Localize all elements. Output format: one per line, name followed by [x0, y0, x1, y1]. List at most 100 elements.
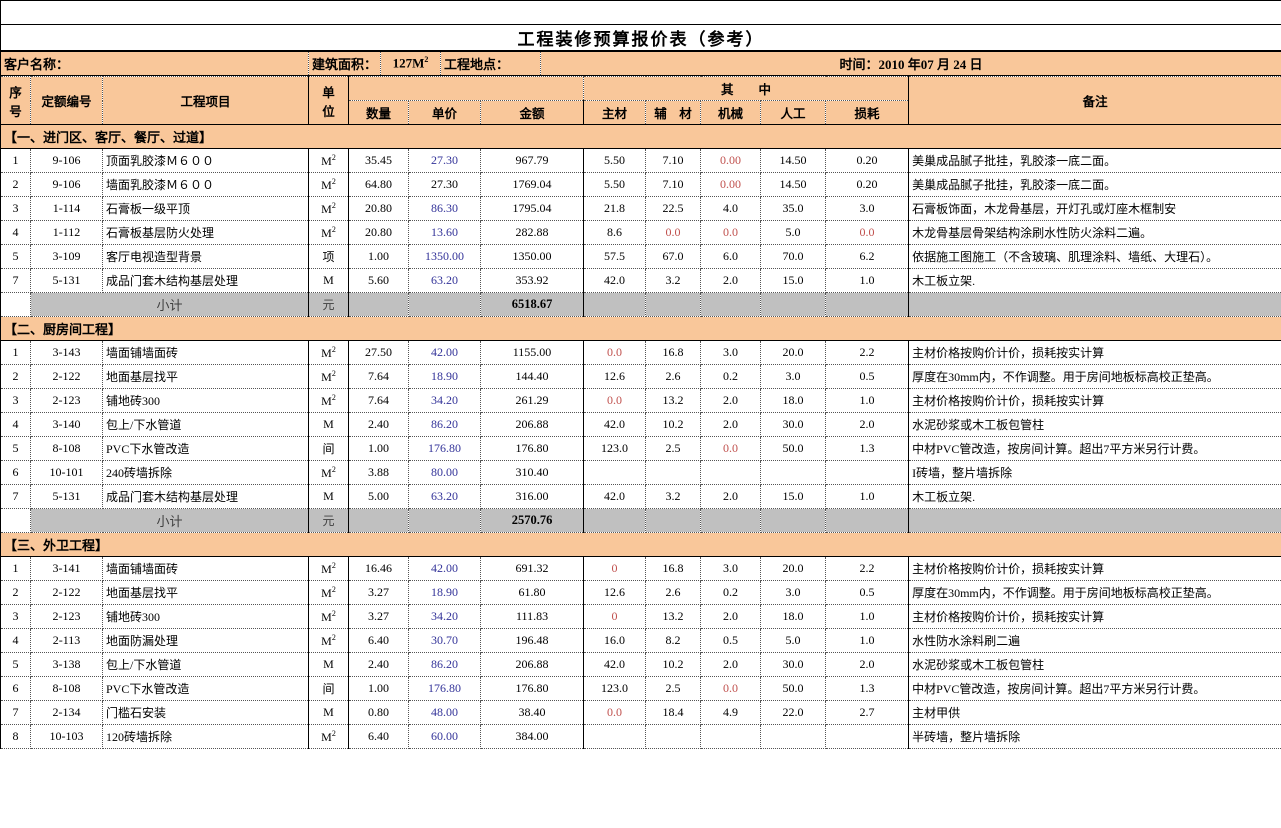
cell-remark[interactable]: 水泥砂浆或木工板包管柱 — [908, 412, 1281, 437]
cell-machine[interactable]: 0.2 — [700, 364, 762, 389]
cell-price[interactable]: 27.30 — [408, 172, 481, 197]
cell-remark[interactable]: 厚度在30mm内，不作调整。用于房间地板标高校正垫高。 — [908, 580, 1281, 605]
cell-aux-material[interactable]: 2.5 — [645, 676, 702, 701]
cell-labor[interactable]: 5.0 — [760, 628, 827, 653]
cell-machine[interactable]: 2.0 — [700, 268, 762, 293]
cell-amount[interactable]: 176.80 — [479, 676, 585, 701]
cell-qty[interactable]: 5.00 — [348, 484, 409, 509]
cell-amount[interactable]: 691.32 — [479, 556, 585, 581]
cell-unit[interactable]: M2 — [308, 196, 349, 221]
cell-aux-material[interactable]: 18.4 — [645, 700, 702, 725]
cell-labor[interactable]: 20.0 — [760, 556, 827, 581]
cell-labor[interactable]: 22.0 — [760, 700, 827, 725]
cell-project[interactable]: 包上/下水管道 — [102, 652, 309, 677]
cell-amount[interactable]: 310.40 — [479, 460, 585, 485]
cell-price[interactable]: 18.90 — [408, 364, 481, 389]
cell-project[interactable]: 客厅电视造型背景 — [102, 244, 309, 269]
cell-machine[interactable]: 4.0 — [700, 196, 762, 221]
cell-price[interactable]: 18.90 — [408, 580, 481, 605]
cell-price[interactable]: 63.20 — [408, 268, 481, 293]
cell-remark[interactable]: 依据施工图施工（不含玻璃、肌理涂料、墙纸、大理石）。 — [908, 244, 1281, 269]
cell-labor[interactable]: 18.0 — [760, 604, 827, 629]
cell-code[interactable]: 5-131 — [30, 268, 103, 293]
cell-loss[interactable]: 0.20 — [825, 148, 910, 173]
cell-unit[interactable]: M2 — [308, 340, 349, 365]
cell-code[interactable]: 2-122 — [30, 580, 103, 605]
cell-seq[interactable]: 8 — [0, 724, 31, 749]
cell-unit[interactable]: M2 — [308, 460, 349, 485]
cell-amount[interactable]: 282.88 — [479, 220, 585, 245]
cell-labor[interactable]: 30.0 — [760, 652, 827, 677]
cell-loss[interactable]: 1.0 — [825, 604, 910, 629]
cell-machine[interactable] — [700, 460, 762, 485]
cell-qty[interactable]: 6.40 — [348, 724, 409, 749]
cell-code[interactable]: 2-123 — [30, 388, 103, 413]
cell-project[interactable]: PVC下水管改造 — [102, 436, 309, 461]
cell-loss[interactable] — [825, 724, 910, 749]
cell-main-material[interactable]: 12.6 — [583, 364, 647, 389]
cell-project[interactable]: 地面基层找平 — [102, 580, 309, 605]
cell-qty[interactable]: 35.45 — [348, 148, 409, 173]
cell-code[interactable]: 3-138 — [30, 652, 103, 677]
cell-aux-material[interactable]: 10.2 — [645, 652, 702, 677]
cell-loss[interactable]: 2.2 — [825, 556, 910, 581]
cell-labor[interactable]: 15.0 — [760, 268, 827, 293]
cell-project[interactable]: 120砖墙拆除 — [102, 724, 309, 749]
cell-seq[interactable]: 6 — [0, 676, 31, 701]
cell-machine[interactable]: 2.0 — [700, 652, 762, 677]
cell-main-material[interactable] — [583, 460, 647, 485]
cell-unit[interactable]: M — [308, 268, 349, 293]
cell-code[interactable]: 2-113 — [30, 628, 103, 653]
cell-loss[interactable]: 0.5 — [825, 364, 910, 389]
cell-amount[interactable]: 1350.00 — [479, 244, 585, 269]
cell-seq[interactable]: 7 — [0, 484, 31, 509]
cell-remark[interactable]: 水泥砂浆或木工板包管柱 — [908, 652, 1281, 677]
cell-seq[interactable]: 5 — [0, 244, 31, 269]
cell-unit[interactable]: 间 — [308, 676, 349, 701]
cell-remark[interactable]: 主材价格按购价计价，损耗按实计算 — [908, 340, 1281, 365]
cell-remark[interactable]: 主材价格按购价计价，损耗按实计算 — [908, 388, 1281, 413]
cell-seq[interactable]: 2 — [0, 172, 31, 197]
cell-amount[interactable]: 1155.00 — [479, 340, 585, 365]
cell-unit[interactable]: M2 — [308, 580, 349, 605]
cell-main-material[interactable] — [583, 724, 647, 749]
cell-price[interactable]: 42.00 — [408, 556, 481, 581]
cell-project[interactable]: 240砖墙拆除 — [102, 460, 309, 485]
cell-aux-material[interactable] — [645, 460, 702, 485]
cell-seq[interactable]: 2 — [0, 580, 31, 605]
cell-main-material[interactable]: 123.0 — [583, 436, 647, 461]
cell-amount[interactable]: 261.29 — [479, 388, 585, 413]
cell-qty[interactable]: 1.00 — [348, 244, 409, 269]
cell-code[interactable]: 3-143 — [30, 340, 103, 365]
cell-machine[interactable]: 2.0 — [700, 388, 762, 413]
cell-seq[interactable]: 6 — [0, 460, 31, 485]
cell-project[interactable]: 门槛石安装 — [102, 700, 309, 725]
cell-remark[interactable]: I砖墙，整片墙拆除 — [908, 460, 1281, 485]
cell-qty[interactable]: 3.27 — [348, 604, 409, 629]
cell-amount[interactable]: 316.00 — [479, 484, 585, 509]
cell-unit[interactable]: M2 — [308, 724, 349, 749]
cell-aux-material[interactable]: 16.8 — [645, 340, 702, 365]
cell-remark[interactable]: 木工板立架. — [908, 268, 1281, 293]
cell-unit[interactable]: M2 — [308, 364, 349, 389]
cell-main-material[interactable]: 0 — [583, 604, 647, 629]
cell-project[interactable]: 地面基层找平 — [102, 364, 309, 389]
cell-project[interactable]: 石膏板一级平顶 — [102, 196, 309, 221]
cell-price[interactable]: 27.30 — [408, 148, 481, 173]
cell-main-material[interactable]: 42.0 — [583, 268, 647, 293]
cell-price[interactable]: 30.70 — [408, 628, 481, 653]
cell-project[interactable]: 石膏板基层防火处理 — [102, 220, 309, 245]
cell-seq[interactable]: 5 — [0, 652, 31, 677]
cell-unit[interactable]: M2 — [308, 628, 349, 653]
cell-code[interactable]: 2-134 — [30, 700, 103, 725]
cell-amount[interactable]: 353.92 — [479, 268, 585, 293]
cell-labor[interactable] — [760, 724, 827, 749]
cell-seq[interactable]: 7 — [0, 268, 31, 293]
cell-machine[interactable]: 3.0 — [700, 340, 762, 365]
cell-machine[interactable]: 0.0 — [700, 220, 762, 245]
cell-amount[interactable]: 206.88 — [479, 652, 585, 677]
cell-loss[interactable]: 0.5 — [825, 580, 910, 605]
cell-code[interactable]: 8-108 — [30, 676, 103, 701]
cell-main-material[interactable]: 0.0 — [583, 388, 647, 413]
cell-labor[interactable]: 3.0 — [760, 364, 827, 389]
